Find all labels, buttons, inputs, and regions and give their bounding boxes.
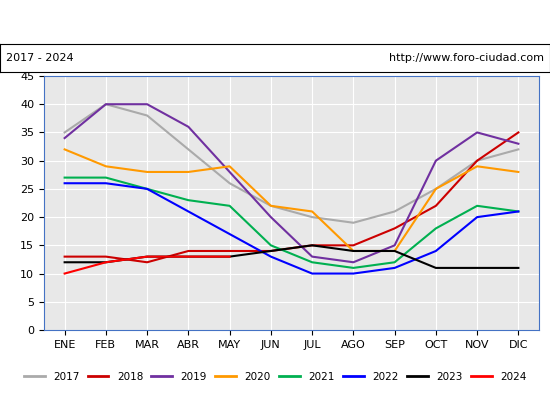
Text: Evolucion del paro registrado en El Port de la Selva: Evolucion del paro registrado en El Port… (55, 16, 495, 32)
Text: 2017 - 2024: 2017 - 2024 (6, 53, 73, 63)
Legend: 2017, 2018, 2019, 2020, 2021, 2022, 2023, 2024: 2017, 2018, 2019, 2020, 2021, 2022, 2023… (20, 368, 530, 386)
Text: http://www.foro-ciudad.com: http://www.foro-ciudad.com (389, 53, 544, 63)
